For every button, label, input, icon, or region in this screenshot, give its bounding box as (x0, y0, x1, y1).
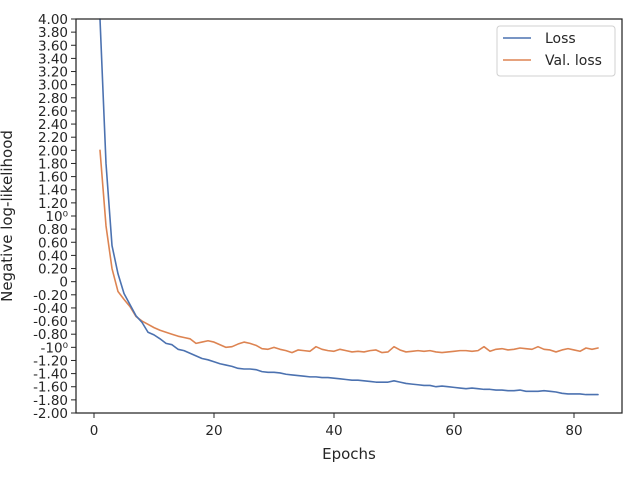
y-tick-label: -0.80 (33, 327, 68, 343)
y-tick-label: 0.80 (38, 222, 68, 238)
y-tick-label: 0.20 (38, 262, 68, 278)
y-tick-label: -1.40 (33, 367, 68, 383)
series-line-loss (99, 18, 599, 396)
x-tick-label: 60 (445, 423, 462, 439)
x-axis-ticks: 0 20 40 60 80 (90, 413, 583, 439)
y-tick-label: 0.40 (38, 248, 68, 264)
y-tick-label: 2.20 (38, 130, 68, 146)
series-lines (99, 18, 599, 396)
y-tick-label: 3.00 (38, 78, 68, 94)
y-tick-label: 3.20 (38, 65, 68, 81)
y-tick-label: 2.00 (38, 143, 68, 159)
y-tick-label: -10⁰ (41, 340, 68, 356)
y-tick-label: -0.60 (33, 314, 68, 330)
y-tick-label: 2.60 (38, 104, 68, 120)
y-tick-label: -1.60 (33, 380, 68, 396)
x-axis-label: Epochs (322, 445, 376, 463)
y-tick-label: 10⁰ (45, 209, 68, 225)
y-axis-label: Negative log-likelihood (0, 130, 16, 302)
y-tick-label: -1.80 (33, 393, 68, 409)
y-tick-label: 1.40 (38, 183, 68, 199)
y-tick-label: 3.60 (38, 38, 68, 54)
y-tick-label: 3.80 (38, 25, 68, 41)
y-tick-label: 1.60 (38, 170, 68, 186)
y-tick-label: 1.80 (38, 156, 68, 172)
y-tick-label: 3.40 (38, 51, 68, 67)
x-tick-label: 0 (90, 423, 99, 439)
series-line-val-loss (99, 149, 599, 354)
y-tick-label: 2.80 (38, 91, 68, 107)
plot-area-frame (75, 18, 623, 414)
y-tick-label: 0 (59, 275, 68, 291)
y-tick-label: 4.00 (38, 12, 68, 28)
y-tick-label: -2.00 (33, 406, 68, 422)
y-tick-label: 0.60 (38, 235, 68, 251)
legend-label-val-loss: Val. loss (545, 53, 602, 69)
y-tick-label: -0.40 (33, 301, 68, 317)
x-tick-label: 80 (565, 423, 582, 439)
y-tick-label: 2.40 (38, 117, 68, 133)
y-tick-label: 1.20 (38, 196, 68, 212)
y-axis-ticks: 4.003.803.603.403.203.002.802.602.402.20… (33, 12, 76, 422)
x-tick-label: 20 (205, 423, 222, 439)
x-tick-label: 40 (325, 423, 342, 439)
y-tick-label: -0.20 (33, 288, 68, 304)
y-tick-label: -1.20 (33, 353, 68, 369)
legend: Loss Val. loss (496, 25, 616, 77)
legend-label-loss: Loss (545, 31, 576, 47)
